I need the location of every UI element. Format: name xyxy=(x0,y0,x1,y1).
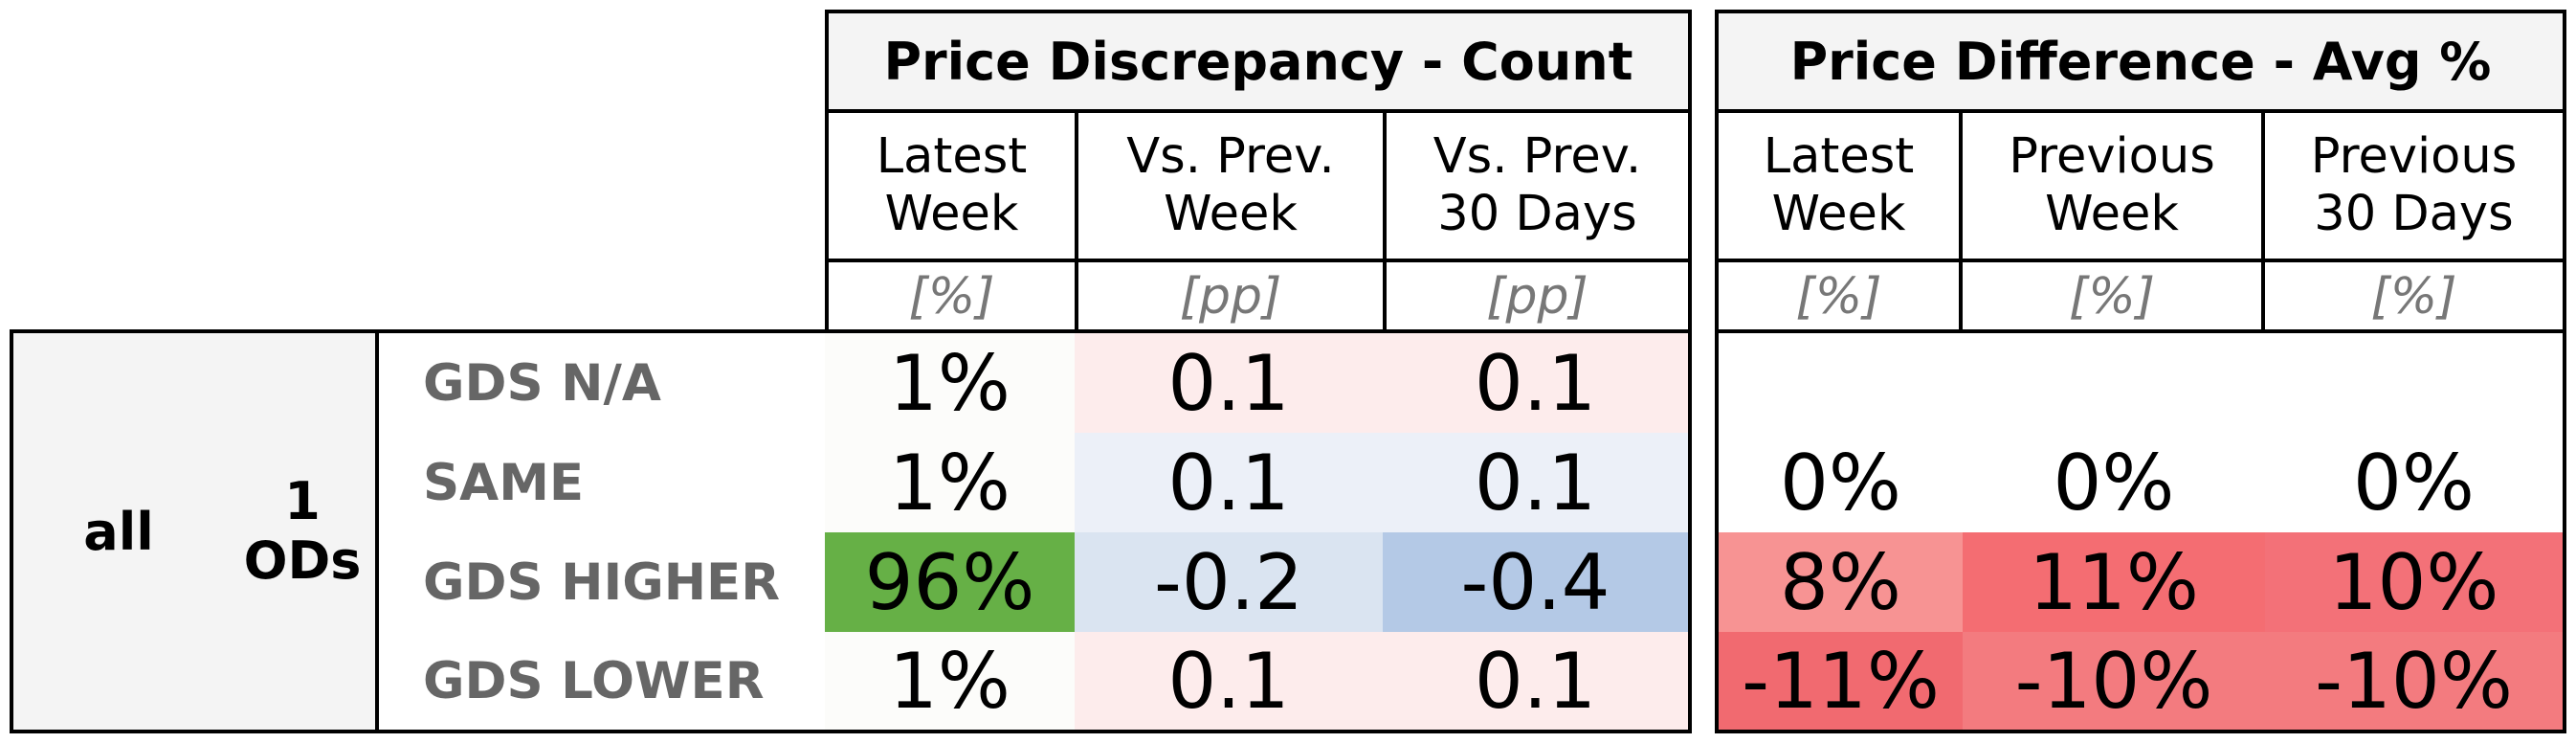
count-cell: 0.1 xyxy=(1383,433,1688,532)
col-header-count-vs-prev-30-days: Vs. Prev. 30 Days xyxy=(1432,128,1642,242)
col-header-avg-previous-30-days: Previous 30 Days xyxy=(2310,128,2518,242)
row-header-level1: all xyxy=(83,501,154,562)
avg-cell: 0% xyxy=(2265,433,2563,532)
avg-cell: 0% xyxy=(1963,433,2265,532)
avg-cell: 0% xyxy=(1719,433,1963,532)
count-cell: 1% xyxy=(825,333,1075,433)
row-label-gds-lower: GDS LOWER xyxy=(423,651,765,710)
row-label-gds-higher: GDS HIGHER xyxy=(423,552,781,612)
avg-group-title: Price Difference - Avg % xyxy=(1719,13,2563,109)
count-cell: 0.1 xyxy=(1075,333,1383,433)
count-cell: 0.1 xyxy=(1383,333,1688,433)
avg-data-box xyxy=(1715,329,2566,733)
row-label-gds-na: GDS N/A xyxy=(423,353,661,413)
col-header-avg-latest-week: Latest Week xyxy=(1763,128,1915,242)
unit-avg-latest-week: [%] xyxy=(1795,268,1882,326)
count-cell: -0.4 xyxy=(1383,532,1688,632)
row-header-level2: 1 ODs xyxy=(243,471,362,591)
col-header-avg-previous-week: Previous Week xyxy=(2009,128,2215,242)
count-cell: -0.2 xyxy=(1075,532,1383,632)
avg-cell: -11% xyxy=(1719,632,1963,730)
count-cell: 1% xyxy=(825,433,1075,532)
avg-cell: 8% xyxy=(1719,532,1963,632)
count-group-title: Price Discrepancy - Count xyxy=(829,13,1688,109)
col-header-count-vs-prev-week: Vs. Prev. Week xyxy=(1126,128,1335,242)
row-label-same: SAME xyxy=(423,453,585,512)
avg-cell: 10% xyxy=(2265,532,2563,632)
unit-avg-previous-30-days: [%] xyxy=(2370,268,2457,326)
count-cell: 0.1 xyxy=(1383,632,1688,730)
avg-cell xyxy=(1963,333,2265,433)
unit-count-vs-prev-week: [pp] xyxy=(1179,268,1282,326)
count-cell: 1% xyxy=(825,632,1075,730)
avg-cell: -10% xyxy=(2265,632,2563,730)
count-cell: 0.1 xyxy=(1075,433,1383,532)
avg-cell xyxy=(2265,333,2563,433)
unit-avg-previous-week: [%] xyxy=(2069,268,2155,326)
unit-count-vs-prev-30-days: [pp] xyxy=(1486,268,1588,326)
avg-cell: -10% xyxy=(1963,632,2265,730)
unit-count-latest-week: [%] xyxy=(908,268,995,326)
col-header-count-latest-week: Latest Week xyxy=(876,128,1028,242)
avg-cell xyxy=(1719,333,1963,433)
count-cell: 96% xyxy=(825,532,1075,632)
avg-cell: 11% xyxy=(1963,532,2265,632)
count-cell: 0.1 xyxy=(1075,632,1383,730)
